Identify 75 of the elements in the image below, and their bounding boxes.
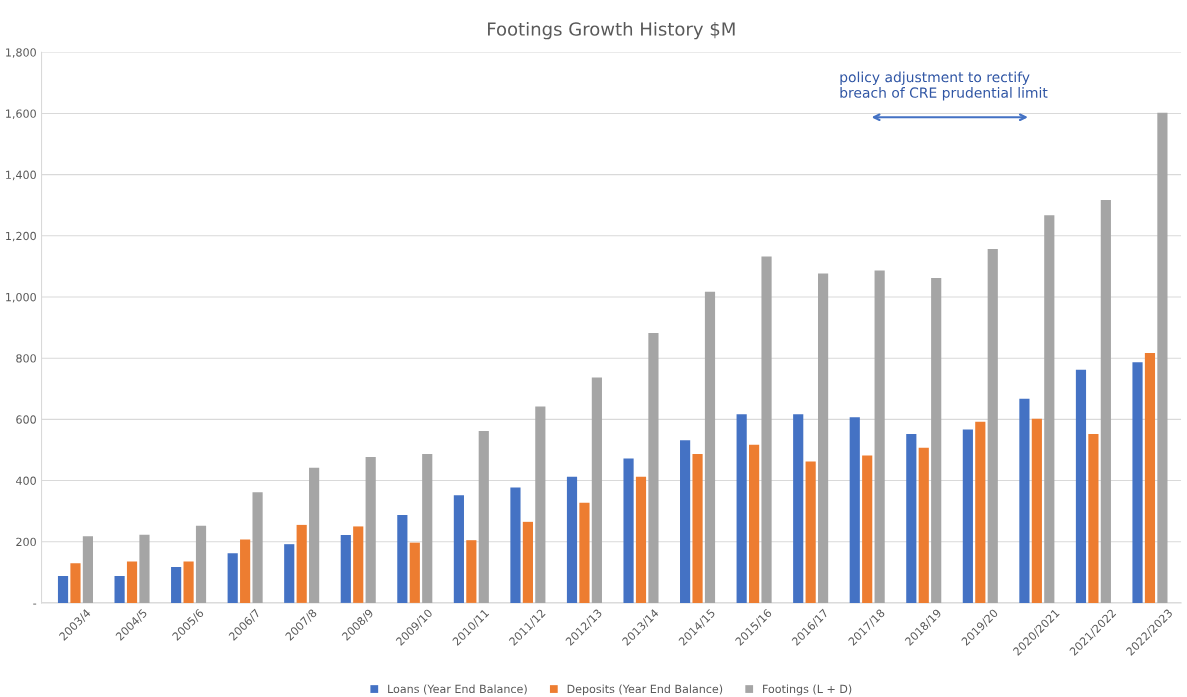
bar bbox=[296, 524, 307, 603]
bar bbox=[987, 248, 998, 603]
bar bbox=[284, 544, 295, 603]
y-tick-label: 200 bbox=[16, 537, 36, 547]
bar bbox=[1088, 434, 1099, 603]
bar bbox=[906, 434, 917, 603]
bar bbox=[409, 542, 420, 603]
bar bbox=[736, 414, 747, 603]
bar bbox=[1132, 362, 1143, 603]
bar bbox=[818, 273, 829, 603]
bar bbox=[1157, 112, 1168, 603]
bar bbox=[365, 456, 376, 603]
bar bbox=[57, 575, 69, 603]
bar bbox=[183, 561, 194, 603]
bar bbox=[422, 453, 433, 603]
bar bbox=[635, 476, 647, 603]
bar bbox=[522, 521, 533, 603]
y-tick-label: 1,200 bbox=[6, 231, 36, 242]
y-tick-label: 400 bbox=[16, 476, 36, 485]
y-tick-label: 600 bbox=[16, 415, 36, 424]
bar bbox=[761, 256, 772, 603]
y-tick-label: 1,600 bbox=[6, 109, 36, 119]
bar bbox=[353, 526, 364, 603]
bar bbox=[309, 467, 320, 603]
bar bbox=[466, 540, 477, 603]
bar bbox=[510, 487, 521, 603]
bar bbox=[579, 502, 590, 603]
bar bbox=[340, 534, 351, 603]
bar bbox=[1144, 352, 1156, 603]
bar bbox=[82, 536, 94, 603]
bar bbox=[591, 377, 602, 603]
bar bbox=[535, 406, 546, 603]
bar bbox=[1075, 369, 1087, 603]
bar bbox=[1100, 200, 1111, 603]
bar bbox=[126, 561, 138, 603]
bar bbox=[397, 515, 408, 603]
y-tick-label: 1,000 bbox=[6, 292, 36, 303]
bar bbox=[139, 534, 150, 603]
bar bbox=[793, 414, 804, 603]
bar bbox=[931, 278, 942, 603]
bar bbox=[874, 270, 885, 603]
y-tick-label: 800 bbox=[16, 354, 36, 363]
bar bbox=[114, 575, 125, 603]
bar bbox=[862, 455, 873, 603]
bar bbox=[478, 430, 489, 603]
bar bbox=[70, 563, 81, 603]
bar bbox=[692, 453, 703, 603]
legend-label: Deposits (Year End Balance) bbox=[567, 684, 723, 696]
bar bbox=[680, 440, 691, 603]
bar bbox=[918, 447, 929, 603]
bar bbox=[195, 525, 207, 603]
bar bbox=[975, 421, 986, 603]
bar bbox=[227, 553, 238, 603]
bar bbox=[805, 461, 816, 603]
chart-title: Footings Growth History $M bbox=[488, 21, 735, 40]
bar bbox=[704, 291, 716, 603]
bar bbox=[849, 417, 860, 603]
bar bbox=[566, 476, 578, 603]
bar bbox=[171, 567, 182, 603]
bar bbox=[1019, 398, 1030, 603]
y-tick-label: - bbox=[33, 603, 37, 605]
bar bbox=[648, 333, 659, 603]
legend-label: Loans (Year End Balance) bbox=[388, 684, 527, 695]
bar bbox=[252, 492, 263, 603]
y-tick-label: 1,800 bbox=[6, 48, 36, 58]
annotation: policy adjustment to rectify breach of CRE prudential limit bbox=[840, 71, 1048, 101]
bar bbox=[1031, 418, 1042, 603]
y-tick-label: 1,400 bbox=[6, 170, 36, 181]
legend-label: Footings (L + D) bbox=[763, 684, 852, 696]
bar bbox=[749, 444, 760, 603]
bar bbox=[1044, 215, 1055, 603]
bar bbox=[623, 458, 634, 603]
bar bbox=[962, 429, 973, 603]
bar bbox=[240, 539, 251, 603]
bar bbox=[453, 495, 464, 603]
